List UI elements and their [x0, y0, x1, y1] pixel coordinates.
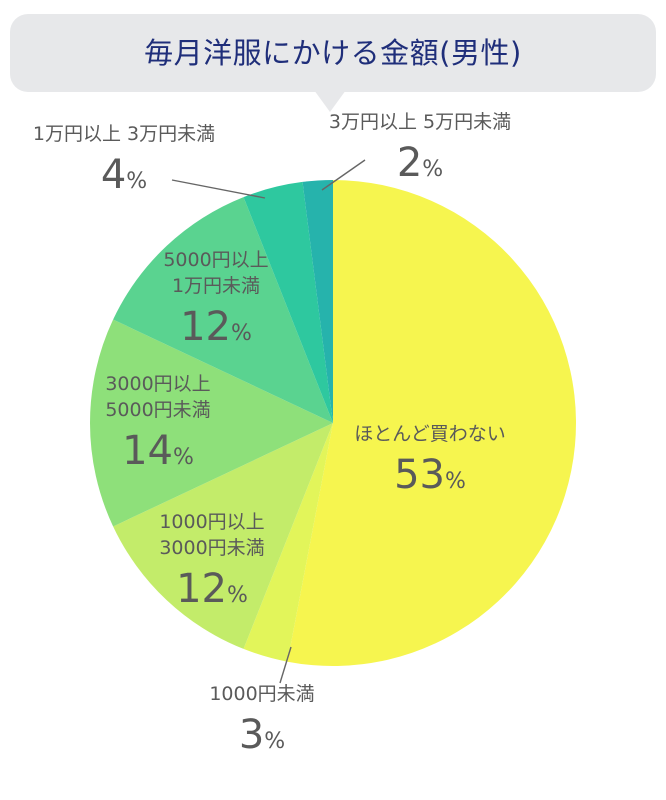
slice-label-4-0: 5000円以上	[163, 249, 268, 271]
slice-label-4-1: 1万円未満	[172, 275, 260, 297]
slice-label-1-0: 1000円未満	[209, 683, 314, 705]
pie-slice-3	[90, 319, 334, 527]
slice-percent-6: 2%	[397, 140, 443, 186]
slice-percent-5: 4%	[101, 152, 147, 198]
title-bubble-tail	[314, 90, 346, 112]
slice-label-2-1: 3000円未満	[159, 537, 264, 559]
pie-slice-6	[302, 180, 333, 423]
slice-label-0-0: ほとんど買わない	[354, 423, 505, 445]
slice-percent-0: 53%	[394, 452, 466, 498]
slice-label-2-0: 1000円以上	[159, 511, 264, 533]
slice-label-5-0: 1万円以上 3万円未満	[33, 123, 215, 145]
slice-label-6-0: 3万円以上 5万円未満	[329, 111, 511, 133]
pie-slice-1	[243, 423, 333, 662]
pie-slice-5	[243, 181, 333, 423]
pie-slice-2	[113, 423, 333, 649]
leader-line-1	[279, 646, 292, 684]
slice-label-3-0: 3000円以上	[105, 373, 210, 395]
title-bubble	[10, 14, 656, 92]
slice-percent-1: 3%	[239, 712, 285, 758]
slice-label-3-1: 5000円未満	[105, 399, 210, 421]
pie-slice-4	[113, 197, 333, 423]
slice-percent-2: 12%	[176, 566, 248, 612]
leader-line-5	[171, 179, 266, 199]
slice-percent-4: 12%	[180, 304, 252, 350]
chart-title: 毎月洋服にかける金額(男性)	[144, 36, 522, 70]
pie-slice-0	[287, 180, 577, 667]
slice-percent-3: 14%	[122, 428, 194, 474]
leader-line-6	[321, 159, 366, 191]
